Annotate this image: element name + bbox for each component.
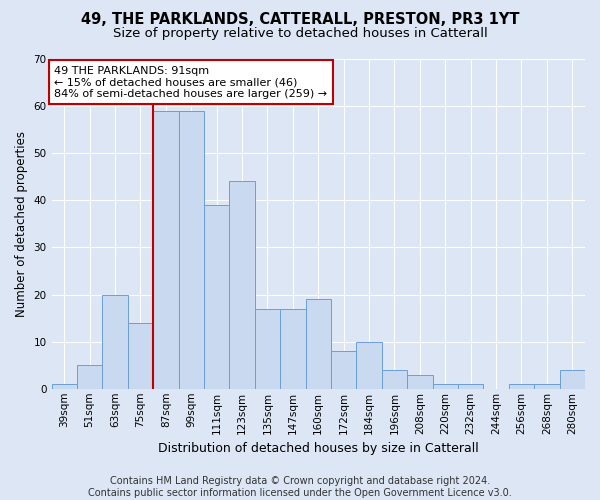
Bar <box>534 384 560 389</box>
X-axis label: Distribution of detached houses by size in Catterall: Distribution of detached houses by size … <box>158 442 479 455</box>
Text: Size of property relative to detached houses in Catterall: Size of property relative to detached ho… <box>113 28 487 40</box>
Bar <box>153 111 179 389</box>
Text: 49, THE PARKLANDS, CATTERALL, PRESTON, PR3 1YT: 49, THE PARKLANDS, CATTERALL, PRESTON, P… <box>81 12 519 28</box>
Bar <box>128 323 153 389</box>
Y-axis label: Number of detached properties: Number of detached properties <box>15 131 28 317</box>
Bar <box>77 365 103 389</box>
Bar <box>407 374 433 389</box>
Bar <box>433 384 458 389</box>
Bar <box>229 182 255 389</box>
Bar <box>458 384 484 389</box>
Bar <box>305 300 331 389</box>
Bar <box>103 294 128 389</box>
Bar <box>179 111 204 389</box>
Bar <box>382 370 407 389</box>
Bar <box>52 384 77 389</box>
Bar <box>331 351 356 389</box>
Text: 49 THE PARKLANDS: 91sqm
← 15% of detached houses are smaller (46)
84% of semi-de: 49 THE PARKLANDS: 91sqm ← 15% of detache… <box>54 66 328 99</box>
Bar <box>509 384 534 389</box>
Bar <box>280 308 305 389</box>
Bar <box>204 205 229 389</box>
Bar <box>356 342 382 389</box>
Bar <box>560 370 585 389</box>
Text: Contains HM Land Registry data © Crown copyright and database right 2024.
Contai: Contains HM Land Registry data © Crown c… <box>88 476 512 498</box>
Bar <box>255 308 280 389</box>
